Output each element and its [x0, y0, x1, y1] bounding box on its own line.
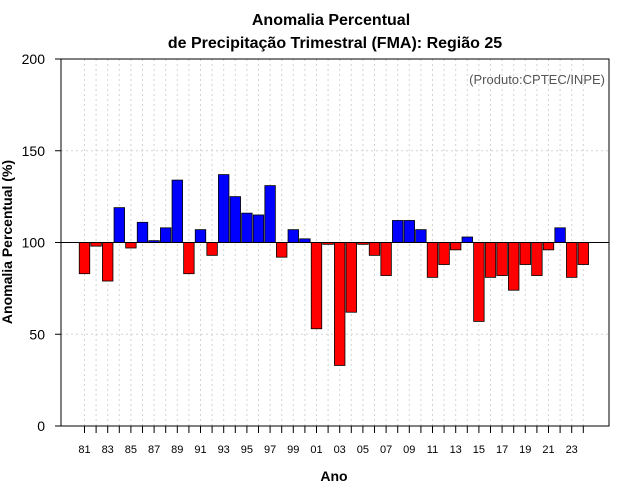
- x-tick-label: 83: [102, 444, 114, 456]
- bar-1985: [125, 242, 137, 249]
- bar-1984: [113, 207, 125, 243]
- x-tick-label: 09: [403, 444, 415, 456]
- bar-2020: [531, 242, 543, 276]
- bar-1981: [78, 242, 91, 275]
- bar-1986: [136, 221, 149, 243]
- x-tick-label: 89: [171, 444, 183, 456]
- x-tick-label: 07: [380, 444, 392, 456]
- x-axis-title: Ano: [320, 468, 347, 484]
- bar-2014: [461, 236, 473, 243]
- bar-1992: [206, 242, 218, 256]
- bar-2004: [345, 242, 357, 313]
- bar-2022: [554, 227, 566, 243]
- x-tick-label: 93: [218, 444, 230, 456]
- y-tick-label: 50: [29, 326, 45, 342]
- bar-2009: [403, 220, 415, 243]
- bar-2018: [508, 242, 520, 291]
- bar-2007: [380, 242, 392, 276]
- x-tick-label: 85: [125, 444, 137, 456]
- chart-title-line1: Anomalia Percentual: [252, 12, 410, 29]
- product-credit: (Produto:CPTEC/INPE): [469, 72, 605, 87]
- bar-1997: [264, 185, 276, 243]
- bar-2003: [334, 242, 346, 366]
- bar-2010: [415, 229, 427, 243]
- bar-2013: [450, 242, 462, 251]
- grid: [61, 58, 609, 427]
- x-tick-label: 87: [148, 444, 160, 456]
- bar-2016: [484, 242, 497, 278]
- bar-2024: [577, 242, 589, 265]
- x-tick-label: 05: [357, 444, 369, 456]
- x-tick-label: 95: [241, 444, 253, 456]
- x-tick-label: 13: [450, 444, 462, 456]
- bar-2019: [519, 242, 531, 265]
- x-tick-label: 97: [264, 444, 276, 456]
- bar-1998: [276, 242, 288, 258]
- bar-1999: [287, 229, 299, 243]
- bar-2000: [299, 238, 311, 243]
- bar-1983: [102, 242, 114, 282]
- y-tick-label: 150: [22, 143, 46, 159]
- x-tick-label: 19: [519, 444, 531, 456]
- x-tick-label: 21: [542, 444, 554, 456]
- y-tick-label: 200: [22, 51, 46, 67]
- y-axis: 0 50 100 150 200: [22, 51, 61, 434]
- x-tick-label: 11: [427, 444, 438, 456]
- bar-2023: [566, 242, 578, 278]
- chart-title-line2: de Precipitação Trimestral (FMA): Região…: [168, 35, 502, 52]
- x-tick-label: 23: [566, 444, 578, 456]
- bar-1995: [241, 212, 253, 243]
- x-axis: 81 83 85 87 89 91 93 95 97 99 01 03 05 07 09 11 13 15 17 19…: [78, 426, 584, 456]
- bar-1989: [171, 179, 183, 243]
- bar-2017: [496, 242, 508, 276]
- bar-1991: [194, 229, 207, 243]
- x-tick-label: 03: [334, 444, 346, 456]
- bars: [78, 174, 589, 366]
- x-tick-label: 15: [473, 444, 485, 456]
- x-tick-label: 91: [194, 444, 206, 456]
- bar-2008: [392, 220, 404, 243]
- y-tick-label: 0: [37, 418, 45, 434]
- y-axis-title: Anomalia Percentual (%): [0, 160, 15, 324]
- bar-2012: [438, 242, 450, 265]
- bar-2006: [368, 242, 381, 256]
- bar-2015: [473, 242, 485, 322]
- x-tick-label: 17: [496, 444, 508, 456]
- bar-1982: [90, 242, 102, 247]
- bar-2001: [310, 242, 323, 330]
- x-tick-label: 81: [78, 444, 90, 456]
- x-tick-label: 01: [310, 444, 322, 456]
- bar-1988: [160, 227, 172, 243]
- bar-1994: [229, 196, 241, 243]
- bar-2011: [426, 242, 439, 278]
- bar-2021: [542, 242, 555, 251]
- y-tick-label: 100: [22, 235, 46, 251]
- bar-1996: [252, 214, 265, 243]
- bar-1993: [218, 174, 230, 243]
- bar-1990: [183, 242, 195, 275]
- x-tick-label: 99: [287, 444, 299, 456]
